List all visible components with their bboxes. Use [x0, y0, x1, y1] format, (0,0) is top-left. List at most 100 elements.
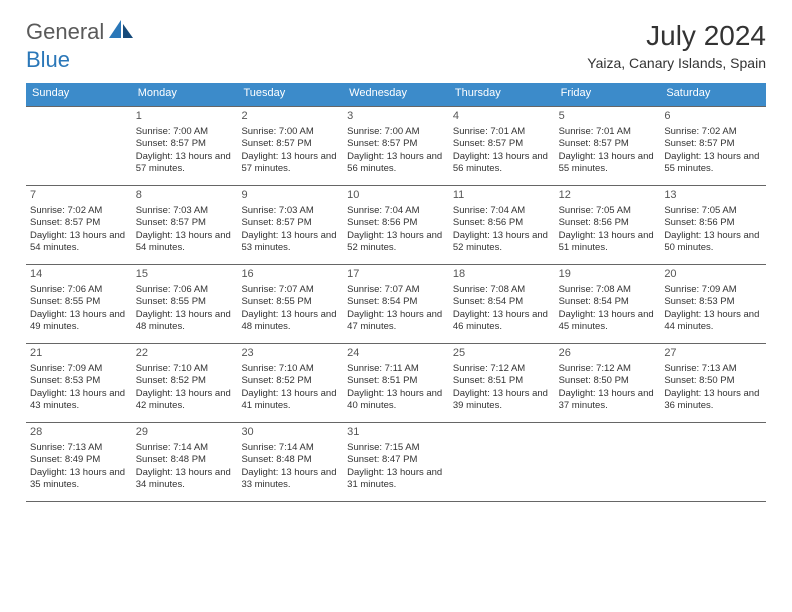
- day-details: Sunrise: 7:01 AMSunset: 8:57 PMDaylight:…: [559, 126, 657, 176]
- day-19: 19Sunrise: 7:08 AMSunset: 8:54 PMDayligh…: [555, 265, 661, 343]
- day-number: 13: [664, 189, 762, 203]
- dow-monday: Monday: [132, 83, 238, 106]
- dow-sunday: Sunday: [26, 83, 132, 106]
- day-details: Sunrise: 7:15 AMSunset: 8:47 PMDaylight:…: [347, 442, 445, 492]
- sunset: Sunset: 8:52 PM: [136, 375, 234, 387]
- sunrise: Sunrise: 7:02 AM: [664, 126, 762, 138]
- day-blank: [555, 423, 661, 501]
- day-details: Sunrise: 7:06 AMSunset: 8:55 PMDaylight:…: [30, 284, 128, 334]
- day-details: Sunrise: 7:08 AMSunset: 8:54 PMDaylight:…: [453, 284, 551, 334]
- day-number: 25: [453, 347, 551, 361]
- day-details: Sunrise: 7:12 AMSunset: 8:50 PMDaylight:…: [559, 363, 657, 413]
- day-5: 5 Sunrise: 7:01 AMSunset: 8:57 PMDaylight…: [555, 107, 661, 185]
- daylight: Daylight: 13 hours and 57 minutes.: [136, 151, 234, 175]
- sunrise: Sunrise: 7:01 AM: [559, 126, 657, 138]
- sunset: Sunset: 8:52 PM: [241, 375, 339, 387]
- day-25: 25Sunrise: 7:12 AMSunset: 8:51 PMDayligh…: [449, 344, 555, 422]
- day-8: 8 Sunrise: 7:03 AMSunset: 8:57 PMDaylight…: [132, 186, 238, 264]
- sunset: Sunset: 8:57 PM: [347, 138, 445, 150]
- daylight: Daylight: 13 hours and 55 minutes.: [664, 151, 762, 175]
- brand-logo: General Blue: [26, 18, 135, 73]
- daylight: Daylight: 13 hours and 49 minutes.: [30, 309, 128, 333]
- daylight: Daylight: 13 hours and 50 minutes.: [664, 230, 762, 254]
- week-row: 1Sunrise: 7:00 AMSunset: 8:57 PMDaylight…: [26, 106, 766, 186]
- day-blank: [660, 423, 766, 501]
- sunrise: Sunrise: 7:00 AM: [136, 126, 234, 138]
- week-row: 7Sunrise: 7:02 AMSunset: 8:57 PMDaylight…: [26, 186, 766, 265]
- day-number: 27: [664, 347, 762, 361]
- day-number: 9: [241, 189, 339, 203]
- day-details: Sunrise: 7:14 AMSunset: 8:48 PMDaylight:…: [241, 442, 339, 492]
- day-11: 11Sunrise: 7:04 AMSunset: 8:56 PMDayligh…: [449, 186, 555, 264]
- day-1: 1Sunrise: 7:00 AMSunset: 8:57 PMDaylight…: [132, 107, 238, 185]
- dow-friday: Friday: [555, 83, 661, 106]
- day-number: 23: [241, 347, 339, 361]
- dow-thursday: Thursday: [449, 83, 555, 106]
- day-30: 30Sunrise: 7:14 AMSunset: 8:48 PMDayligh…: [237, 423, 343, 501]
- daylight: Daylight: 13 hours and 33 minutes.: [241, 467, 339, 491]
- sunset: Sunset: 8:56 PM: [664, 217, 762, 229]
- day-6: 6Sunrise: 7:02 AMSunset: 8:57 PMDaylight…: [660, 107, 766, 185]
- day-number: 5: [559, 110, 657, 124]
- day-details: Sunrise: 7:05 AMSunset: 8:56 PMDaylight:…: [664, 205, 762, 255]
- sunset: Sunset: 8:54 PM: [347, 296, 445, 308]
- daylight: Daylight: 13 hours and 41 minutes.: [241, 388, 339, 412]
- sunrise: Sunrise: 7:04 AM: [347, 205, 445, 217]
- dow-wednesday: Wednesday: [343, 83, 449, 106]
- day-number: 19: [559, 268, 657, 282]
- day-details: Sunrise: 7:04 AMSunset: 8:56 PMDaylight:…: [453, 205, 551, 255]
- daylight: Daylight: 13 hours and 53 minutes.: [241, 230, 339, 254]
- day-details: Sunrise: 7:06 AMSunset: 8:55 PMDaylight:…: [136, 284, 234, 334]
- daylight: Daylight: 13 hours and 56 minutes.: [347, 151, 445, 175]
- day-details: Sunrise: 7:01 AMSunset: 8:57 PMDaylight:…: [453, 126, 551, 176]
- day-29: 29Sunrise: 7:14 AMSunset: 8:48 PMDayligh…: [132, 423, 238, 501]
- day-details: Sunrise: 7:07 AMSunset: 8:54 PMDaylight:…: [347, 284, 445, 334]
- day-9: 9 Sunrise: 7:03 AMSunset: 8:57 PMDaylight…: [237, 186, 343, 264]
- day-details: Sunrise: 7:00 AMSunset: 8:57 PMDaylight:…: [241, 126, 339, 176]
- sunrise: Sunrise: 7:00 AM: [241, 126, 339, 138]
- day-details: Sunrise: 7:03 AMSunset: 8:57 PMDaylight:…: [241, 205, 339, 255]
- day-details: Sunrise: 7:02 AMSunset: 8:57 PMDaylight:…: [664, 126, 762, 176]
- sunset: Sunset: 8:56 PM: [453, 217, 551, 229]
- day-number: 17: [347, 268, 445, 282]
- day-details: Sunrise: 7:04 AMSunset: 8:56 PMDaylight:…: [347, 205, 445, 255]
- sunrise: Sunrise: 7:12 AM: [453, 363, 551, 375]
- day-details: Sunrise: 7:09 AMSunset: 8:53 PMDaylight:…: [30, 363, 128, 413]
- daylight: Daylight: 13 hours and 35 minutes.: [30, 467, 128, 491]
- brand-part1: General: [26, 19, 104, 44]
- daylight: Daylight: 13 hours and 54 minutes.: [30, 230, 128, 254]
- sunset: Sunset: 8:57 PM: [136, 217, 234, 229]
- daylight: Daylight: 13 hours and 55 minutes.: [559, 151, 657, 175]
- sunset: Sunset: 8:53 PM: [664, 296, 762, 308]
- location: Yaiza, Canary Islands, Spain: [587, 55, 766, 73]
- day-13: 13 Sunrise: 7:05 AMSunset: 8:56 PMDayligh…: [660, 186, 766, 264]
- brand-part2: Blue: [26, 47, 70, 72]
- day-2: 2Sunrise: 7:00 AMSunset: 8:57 PMDaylight…: [237, 107, 343, 185]
- day-21: 21Sunrise: 7:09 AMSunset: 8:53 PMDayligh…: [26, 344, 132, 422]
- sunset: Sunset: 8:55 PM: [136, 296, 234, 308]
- sunrise: Sunrise: 7:15 AM: [347, 442, 445, 454]
- sunrise: Sunrise: 7:04 AM: [453, 205, 551, 217]
- sunrise: Sunrise: 7:01 AM: [453, 126, 551, 138]
- sunset: Sunset: 8:57 PM: [241, 217, 339, 229]
- sunset: Sunset: 8:55 PM: [30, 296, 128, 308]
- daylight: Daylight: 13 hours and 40 minutes.: [347, 388, 445, 412]
- sunrise: Sunrise: 7:14 AM: [241, 442, 339, 454]
- day-3: 3Sunrise: 7:00 AMSunset: 8:57 PMDaylight…: [343, 107, 449, 185]
- day-20: 20Sunrise: 7:09 AMSunset: 8:53 PMDayligh…: [660, 265, 766, 343]
- sunrise: Sunrise: 7:06 AM: [136, 284, 234, 296]
- daylight: Daylight: 13 hours and 45 minutes.: [559, 309, 657, 333]
- day-number: 14: [30, 268, 128, 282]
- sunset: Sunset: 8:57 PM: [453, 138, 551, 150]
- daylight: Daylight: 13 hours and 36 minutes.: [664, 388, 762, 412]
- daylight: Daylight: 13 hours and 31 minutes.: [347, 467, 445, 491]
- day-details: Sunrise: 7:03 AMSunset: 8:57 PMDaylight:…: [136, 205, 234, 255]
- day-number: 7: [30, 189, 128, 203]
- day-number: 15: [136, 268, 234, 282]
- week-row: 14Sunrise: 7:06 AMSunset: 8:55 PMDayligh…: [26, 265, 766, 344]
- day-blank: [449, 423, 555, 501]
- day-23: 23Sunrise: 7:10 AMSunset: 8:52 PMDayligh…: [237, 344, 343, 422]
- day-4: 4Sunrise: 7:01 AMSunset: 8:57 PMDaylight…: [449, 107, 555, 185]
- day-number: 20: [664, 268, 762, 282]
- day-number: 8: [136, 189, 234, 203]
